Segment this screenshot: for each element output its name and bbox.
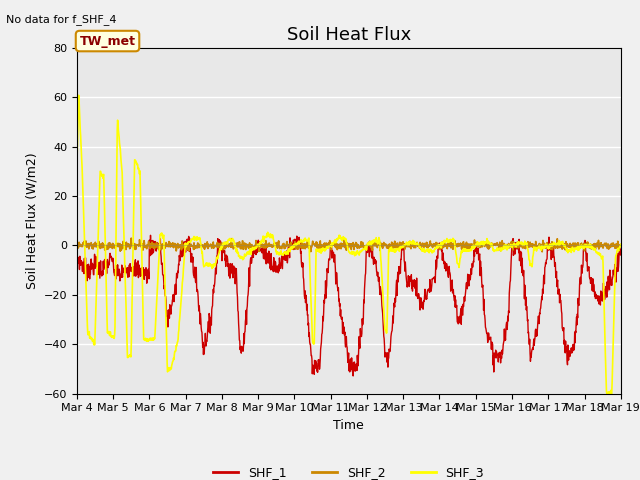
SHF_1	[147, 232, 154, 238]
SHF_3	[604, 393, 611, 399]
SHF_3	[617, 241, 625, 247]
SHF_1	[73, 247, 81, 252]
SHF_2	[617, 243, 625, 249]
Title: Soil Heat Flux: Soil Heat Flux	[287, 25, 411, 44]
Y-axis label: Soil Heat Flux (W/m2): Soil Heat Flux (W/m2)	[25, 153, 38, 289]
SHF_2	[505, 240, 513, 246]
SHF_2	[538, 249, 546, 255]
Text: No data for f_SHF_4: No data for f_SHF_4	[6, 14, 117, 25]
SHF_3	[75, 92, 83, 98]
Line: SHF_3: SHF_3	[77, 95, 621, 396]
X-axis label: Time: Time	[333, 419, 364, 432]
Text: TW_met: TW_met	[79, 35, 136, 48]
SHF_2	[255, 249, 263, 254]
SHF_1	[349, 373, 357, 379]
SHF_3	[73, 166, 81, 172]
SHF_3	[505, 242, 513, 248]
SHF_1	[553, 284, 561, 289]
SHF_2	[181, 242, 189, 248]
SHF_2	[434, 242, 442, 248]
Line: SHF_1: SHF_1	[77, 235, 621, 376]
SHF_1	[434, 255, 442, 261]
SHF_1	[181, 240, 189, 246]
SHF_2	[553, 242, 561, 248]
SHF_1	[195, 294, 202, 300]
SHF_2	[73, 248, 81, 253]
SHF_3	[181, 247, 189, 252]
SHF_1	[617, 247, 625, 252]
SHF_1	[255, 245, 263, 251]
SHF_2	[195, 242, 202, 248]
SHF_1	[505, 310, 513, 315]
SHF_2	[127, 235, 135, 241]
Line: SHF_2: SHF_2	[77, 238, 621, 252]
SHF_3	[255, 241, 263, 247]
SHF_3	[195, 236, 202, 242]
Legend: SHF_1, SHF_2, SHF_3: SHF_1, SHF_2, SHF_3	[209, 461, 489, 480]
SHF_3	[434, 244, 442, 250]
SHF_3	[553, 241, 561, 247]
